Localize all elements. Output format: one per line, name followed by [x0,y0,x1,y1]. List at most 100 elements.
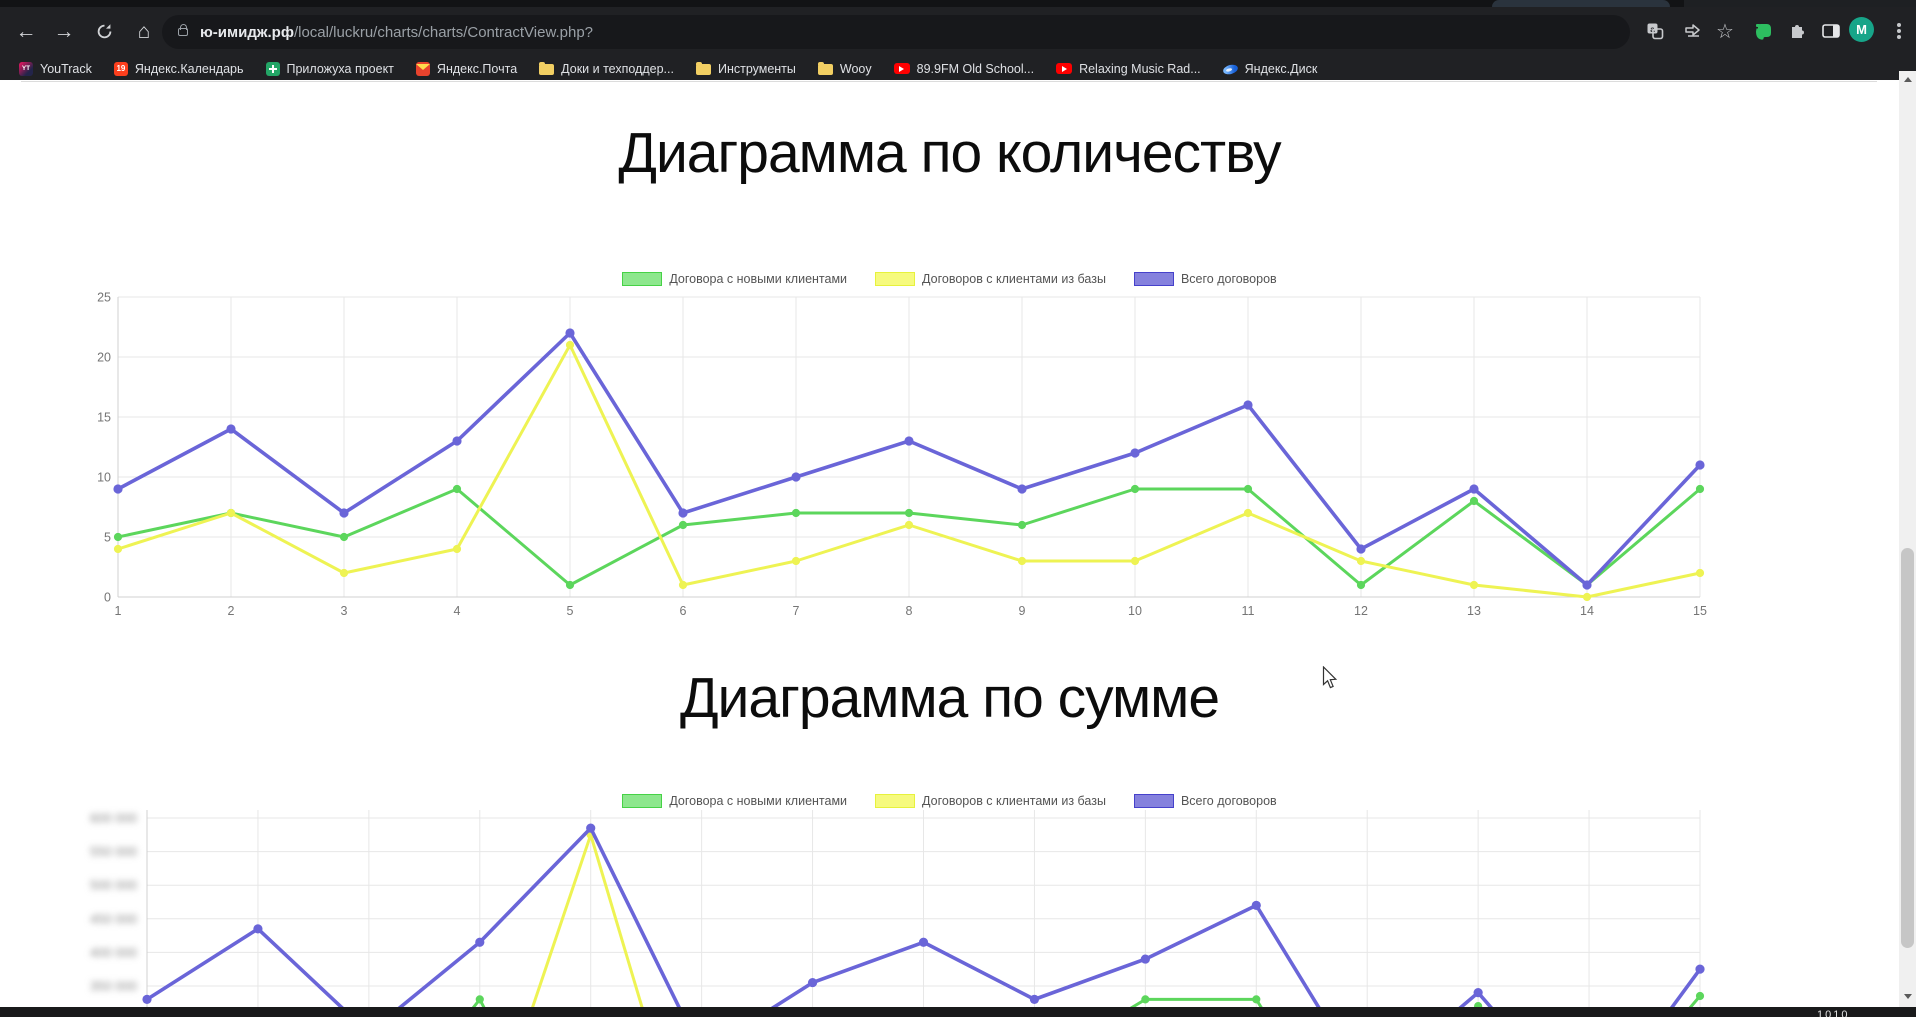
bookmark-label: Доки и техподдер... [561,61,674,76]
chart-quantity-title: Диаграмма по количеству [618,121,1281,185]
calendar-icon: 19 [113,61,128,76]
x-axis-label: 15 [1693,604,1707,618]
mail-icon [415,61,430,76]
bookmark-star-icon[interactable]: ☆ [1716,20,1734,43]
bookmarks-bar: YT YouTrack 19 Яндекс.Календарь Приложуха пр… [0,57,1916,80]
x-axis-label: 12 [1354,604,1368,618]
chart-sum-legend: Договора с новыми клиентами Договоров с к… [0,794,1899,808]
y-axis-label: 25 [97,291,111,305]
scrollbar-thumb[interactable] [1901,548,1914,948]
legend-item[interactable]: Всего договоров [1133,794,1277,808]
bookmark-item[interactable]: Яндекс.Почта [407,60,526,78]
chart-quantity-legend: Договора с новыми клиентами Договоров с к… [0,272,1899,286]
vertical-scrollbar[interactable] [1899,71,1916,1017]
bookmark-item[interactable]: Доки и техподдер... [530,60,683,78]
forward-icon[interactable]: → [53,20,75,43]
bookmark-item[interactable]: YT YouTrack [10,60,101,78]
tab-strip-edge [1684,0,1916,7]
y-axis-label-blurred: 450 000 [90,911,137,926]
evernote-extension-icon[interactable] [1750,18,1776,44]
series-points [475,991,1705,1007]
scrollbar-up-icon[interactable] [1899,72,1916,87]
active-tab-edge[interactable] [1492,0,1670,7]
bookmark-item[interactable]: 89.9FM Old School... [885,60,1043,78]
legend-item[interactable]: Всего договоров [1133,272,1277,286]
url-domain: ю-имидж.рф [200,23,294,41]
folder-icon [695,61,711,75]
x-axis-label: 1 [115,604,122,618]
bookmark-item[interactable]: Relaxing Music Rad... [1047,60,1210,78]
bookmark-label: Яндекс.Почта [436,61,518,76]
youtube-icon [1056,63,1073,74]
legend-label: Договоров с клиентами из базы [922,794,1106,808]
extensions-puzzle-icon[interactable] [1784,18,1810,44]
x-axis-label: 6 [680,604,687,618]
url-text[interactable]: ю-имидж.рф/local/luckru/charts/charts/Co… [200,24,593,41]
legend-label: Договора с новыми клиентами [669,272,848,286]
legend-item[interactable]: Договора с новыми клиентами [622,272,847,286]
bookmark-label: Яндекс.Диск [1244,61,1318,76]
bookmark-label: Инструменты [717,61,796,76]
bookmark-item[interactable]: Яндекс.Диск [1214,60,1327,78]
bookmark-label: Relaxing Music Rad... [1079,61,1201,76]
legend-swatch [622,272,663,286]
sheets-icon [265,61,280,76]
youtube-icon [893,63,910,74]
y-axis-label: 5 [104,531,111,545]
translate-icon[interactable]: a [1642,18,1668,44]
x-axis-label: 7 [793,604,800,618]
bookmark-label: 89.9FM Old School... [916,61,1035,76]
x-axis-label: 10 [1128,604,1142,618]
side-panel-icon[interactable] [1818,18,1844,44]
legend-label: Всего договоров [1180,794,1277,808]
share-icon[interactable] [1680,18,1706,44]
line-chart-sum[interactable]: 350 000 400 000 450 000 500 000 550 000 600 0… [0,780,1916,1007]
youtrack-icon: YT [19,61,33,76]
bookmark-item[interactable]: Инструменты [687,60,805,78]
y-axis-label: 10 [97,471,111,485]
bookmark-item[interactable]: Wooy [809,60,881,78]
x-axis-label: 13 [1467,604,1481,618]
legend-item[interactable]: Договора с новыми клиентами [622,794,847,808]
x-axis-label: 8 [906,604,913,618]
y-axis-label: 15 [97,411,111,425]
scrollbar-down-icon[interactable] [1899,989,1916,1004]
browser-toolbar: ← → ⌂ ю-имидж.рф/local/luckru/charts/cha… [0,7,1916,57]
bookmark-label: Wooy [839,61,872,76]
profile-avatar[interactable]: M [1849,17,1874,42]
address-bar[interactable]: ю-имидж.рф/local/luckru/charts/charts/Co… [162,15,1630,49]
folder-icon [817,61,833,75]
reload-icon[interactable] [88,16,120,48]
x-axis-label: 9 [1019,604,1026,618]
bookmark-label: Яндекс.Календарь [134,61,244,76]
legend-label: Всего договоров [1180,272,1277,286]
legend-swatch [622,794,663,808]
series-points [113,328,1705,590]
x-axis-label: 5 [567,604,574,618]
tab-strip [0,0,1916,7]
y-axis-label: 0 [104,591,111,605]
mouse-cursor [1322,666,1338,689]
legend-swatch [1133,794,1174,808]
bookmark-item[interactable]: 19 Яндекс.Календарь [105,60,253,78]
page-top-divider [21,81,1877,82]
chart-sum-title: Диаграмма по сумме [679,666,1220,730]
lock-icon[interactable] [178,24,188,36]
x-axis-label: 2 [228,604,235,618]
y-axis-label-blurred: 550 000 [90,844,137,859]
legend-label: Договоров с клиентами из базы [922,272,1106,286]
y-axis-label-blurred: 600 000 [90,811,137,826]
back-icon[interactable]: ← [15,20,37,43]
bookmark-item[interactable]: Приложуха проект [257,60,403,78]
gridlines [146,810,1701,1007]
legend-item[interactable]: Договоров с клиентами из базы [875,794,1106,808]
legend-label: Договора с новыми клиентами [669,794,848,808]
y-axis-label-blurred: 400 000 [90,945,137,960]
x-axis-label: 3 [341,604,348,618]
bookmark-label: Приложуха проект [286,61,394,76]
menu-dots-icon[interactable] [1886,18,1912,44]
home-icon[interactable]: ⌂ [137,20,151,43]
legend-item[interactable]: Договоров с клиентами из базы [875,272,1106,286]
url-path: /local/luckru/charts/charts/ContractView… [293,23,594,41]
